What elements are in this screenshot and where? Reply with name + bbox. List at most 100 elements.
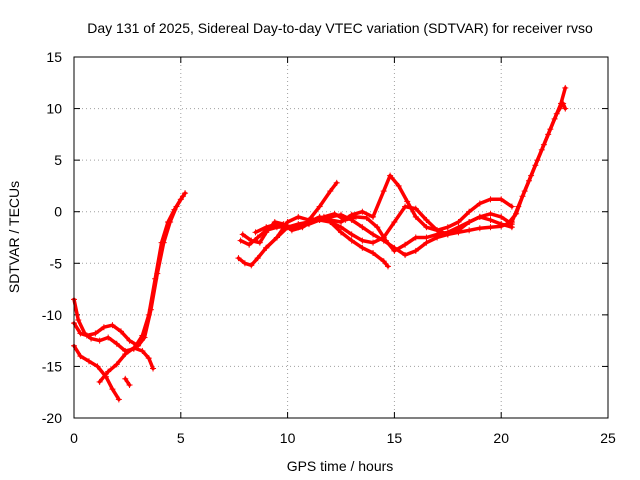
- data-point: [504, 221, 511, 228]
- data-point: [528, 172, 535, 179]
- data-point: [498, 221, 505, 228]
- series-layer: [71, 84, 569, 403]
- data-point: [423, 224, 430, 231]
- data-point: [487, 216, 494, 223]
- data-point: [444, 229, 451, 236]
- data-point: [239, 231, 246, 238]
- data-point: [263, 244, 270, 251]
- y-tick-label: -10: [42, 307, 62, 323]
- data-point: [96, 337, 103, 344]
- data-point: [338, 219, 344, 226]
- data-point: [534, 157, 541, 164]
- x-tick-label: 5: [177, 430, 185, 446]
- y-tick-label: -15: [42, 358, 62, 374]
- data-point: [434, 227, 441, 234]
- data-point: [92, 330, 99, 337]
- series-line: [97, 346, 155, 384]
- data-point: [241, 260, 248, 267]
- series-arc-1: [71, 190, 189, 354]
- x-tick-label: 25: [600, 430, 616, 446]
- x-tick-label: 0: [70, 430, 78, 446]
- series-arc-2: [71, 193, 186, 349]
- data-point: [141, 334, 148, 341]
- data-point: [77, 353, 84, 360]
- data-point: [359, 208, 366, 215]
- series-line: [505, 86, 568, 226]
- data-point: [423, 216, 430, 223]
- data-point: [115, 396, 122, 403]
- series-arc-11: [327, 219, 391, 270]
- data-point: [348, 211, 355, 218]
- data-point: [412, 205, 419, 212]
- data-point: [476, 225, 483, 232]
- data-point: [113, 361, 120, 368]
- data-point: [444, 224, 451, 231]
- series-line: [510, 101, 568, 224]
- data-point: [316, 203, 323, 210]
- data-point: [404, 198, 411, 205]
- data-point: [327, 188, 334, 195]
- data-point: [333, 179, 340, 186]
- data-point: [402, 252, 409, 259]
- data-point: [154, 270, 161, 277]
- data-point: [382, 237, 389, 244]
- data-point: [521, 188, 528, 195]
- data-point: [359, 244, 366, 251]
- data-point: [305, 216, 312, 223]
- data-point: [553, 110, 560, 117]
- data-point: [263, 224, 270, 231]
- data-point: [248, 262, 255, 269]
- data-point: [130, 344, 137, 351]
- data-point: [122, 351, 129, 358]
- data-point: [498, 196, 505, 203]
- data-point: [391, 219, 398, 226]
- axes-layer: 0 5 10 15 20 25 -20 -15 -10 -5 0 5 10 15: [42, 49, 616, 446]
- grid-layer: [74, 57, 608, 418]
- data-point: [88, 335, 95, 342]
- data-point: [179, 193, 186, 200]
- x-tick-label: 15: [387, 430, 403, 446]
- data-point: [515, 203, 522, 210]
- data-point: [476, 200, 483, 207]
- data-point: [487, 210, 494, 217]
- series-arc-13: [508, 100, 569, 226]
- data-point: [83, 332, 90, 339]
- data-point: [167, 219, 174, 226]
- data-point: [363, 214, 370, 221]
- data-point: [348, 237, 355, 244]
- data-point: [412, 234, 419, 241]
- data-point: [100, 324, 107, 331]
- data-point: [455, 219, 462, 226]
- data-point: [508, 224, 515, 231]
- data-point: [126, 381, 133, 388]
- x-axis-label: GPS time / hours: [287, 458, 394, 474]
- data-point: [395, 182, 402, 189]
- series-line: [72, 191, 187, 353]
- data-point: [487, 224, 494, 231]
- data-point: [359, 224, 366, 231]
- data-point: [173, 203, 180, 210]
- data-point: [122, 375, 129, 382]
- data-point: [423, 234, 430, 241]
- data-point: [113, 340, 120, 347]
- x-tick-label: 20: [493, 430, 509, 446]
- data-point: [235, 255, 242, 262]
- data-point: [105, 334, 112, 341]
- data-point: [295, 224, 302, 231]
- y-tick-label: 15: [46, 49, 62, 65]
- data-point: [359, 237, 366, 244]
- data-point: [331, 210, 338, 217]
- data-point: [380, 188, 387, 195]
- data-point: [145, 355, 152, 362]
- y-tick-label: 10: [46, 101, 62, 117]
- series-arc-4: [96, 344, 157, 385]
- data-point: [370, 213, 377, 220]
- y-tick-label: 5: [54, 152, 62, 168]
- data-point: [498, 213, 505, 220]
- data-point: [85, 358, 92, 365]
- y-axis-label: SDTVAR / TECUs: [6, 181, 22, 293]
- data-point: [263, 229, 270, 236]
- y-tick-label: 0: [54, 204, 62, 220]
- data-point: [562, 84, 569, 91]
- data-point: [109, 322, 116, 329]
